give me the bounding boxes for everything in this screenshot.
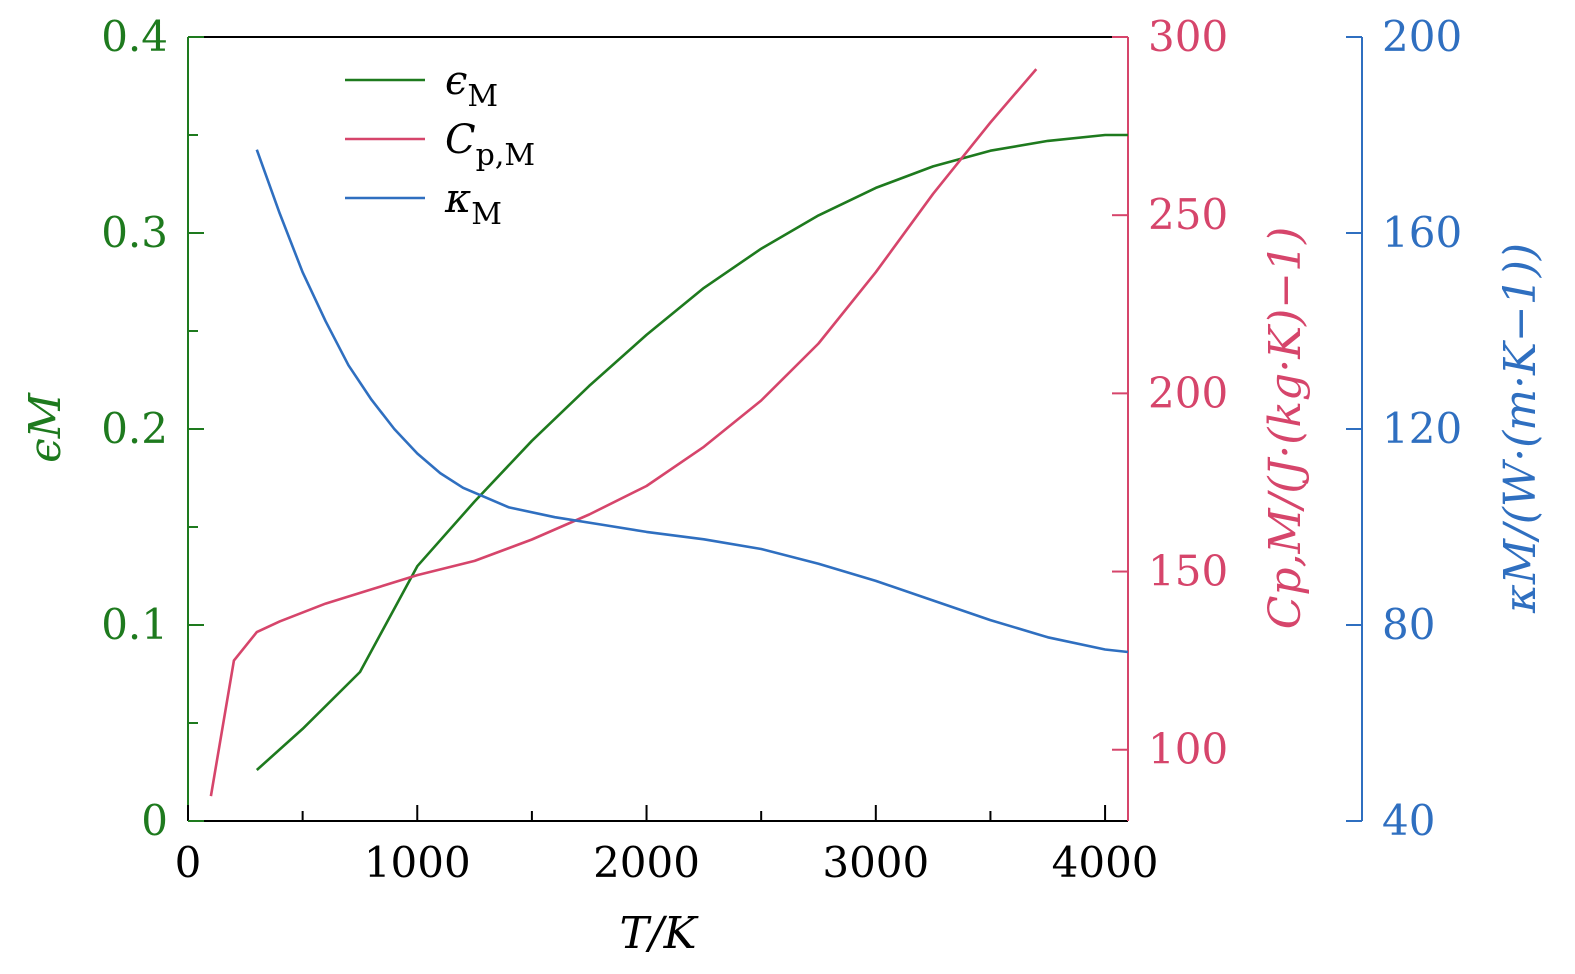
x-tick-label: 1000 [364, 838, 471, 887]
axis-titles: T/K ϵM Cp,M/(J·(kg·K)−1) κM/(W·(m·K−1)) [20, 227, 1546, 959]
kappa-axis-title: κM/(W·(m·K−1)) [1495, 243, 1546, 614]
x-axis: 0 1000 2000 3000 4000 [175, 805, 1159, 887]
kappa-tick-label: 120 [1382, 404, 1462, 453]
left-tick-label: 0.4 [101, 12, 168, 61]
kappa-tick-label: 200 [1382, 12, 1462, 61]
left-axis-title: ϵM [20, 392, 71, 463]
cp-tick-label: 300 [1148, 12, 1228, 61]
left-tick-label: 0 [141, 796, 168, 845]
cp-tick-label: 200 [1148, 368, 1228, 417]
x-tick-label: 0 [175, 838, 202, 887]
left-tick-label: 0.3 [101, 208, 168, 257]
cp-axis-title: Cp,M/(J·(kg·K)−1) [1260, 227, 1311, 630]
left-tick-label: 0.2 [101, 404, 168, 453]
left-y-axis: 0 0.1 0.2 0.3 0.4 [101, 12, 204, 845]
kappa-tick-label: 40 [1382, 796, 1435, 845]
series-line-right1 [209, 68, 1038, 797]
kappa-tick-label: 160 [1382, 208, 1462, 257]
left-tick-label: 0.1 [101, 600, 168, 649]
legend-label: ϵM [445, 58, 498, 114]
x-tick-label: 4000 [1052, 838, 1159, 887]
right-y-axis-kappa: 40 80 120 160 200 [1346, 12, 1462, 845]
series-lines [209, 68, 1129, 797]
cp-tick-label: 100 [1148, 725, 1228, 774]
cp-tick-label: 150 [1148, 547, 1228, 596]
series-line-right2 [255, 149, 1129, 654]
right-y-axis-cp: 100 150 200 250 300 [1112, 12, 1228, 774]
kappa-tick-label: 80 [1382, 600, 1435, 649]
x-tick-label: 2000 [593, 838, 700, 887]
legend-label: Cp,M [445, 117, 535, 173]
x-tick-label: 3000 [822, 838, 929, 887]
x-axis-title: T/K [619, 908, 698, 959]
legend-label: κM [444, 176, 502, 232]
series-line-left [255, 133, 1128, 771]
cp-tick-label: 250 [1148, 190, 1228, 239]
